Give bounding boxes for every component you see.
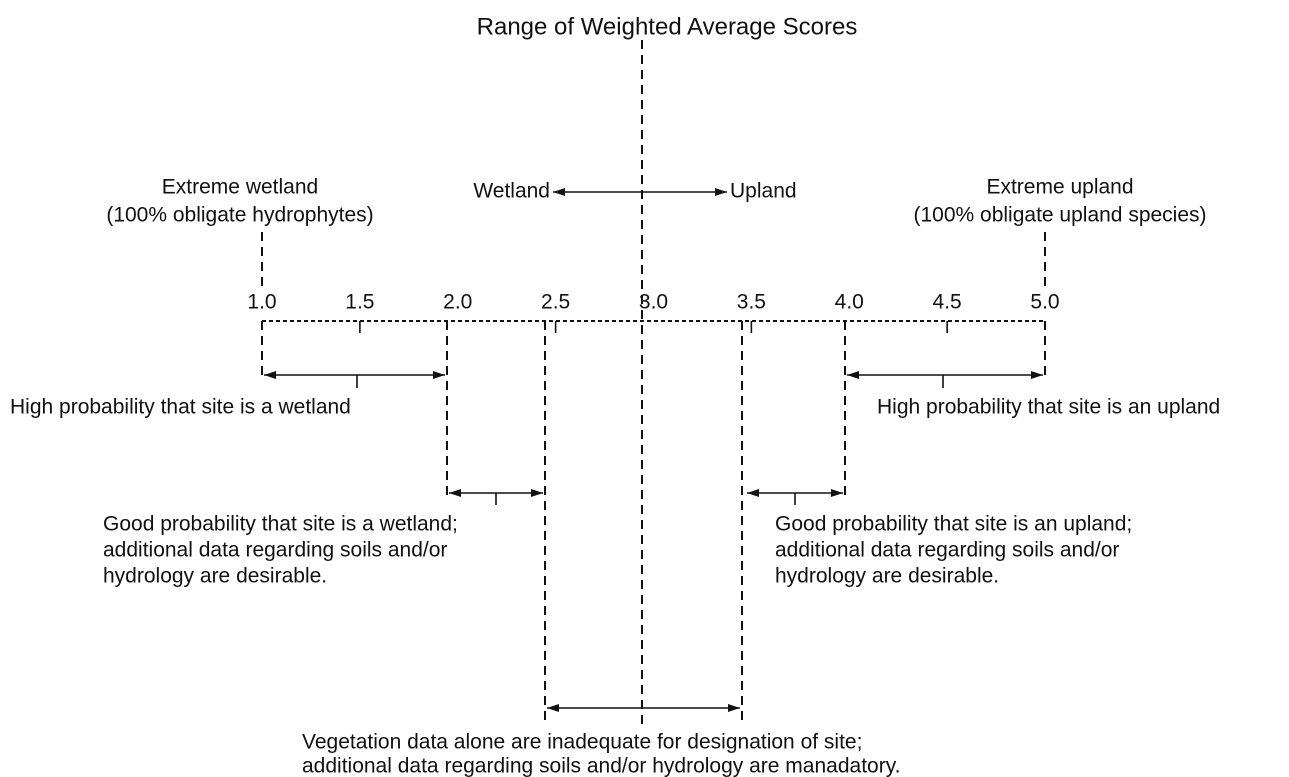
scale-tick-label: 3.0 [639, 291, 668, 314]
zone-label: additional data regarding soils and/or [775, 539, 1119, 562]
zone-label: High probability that site is a wetland [10, 396, 351, 419]
scale-tick-label: 4.0 [835, 291, 864, 314]
zone-label: additional data regarding soils and/or h… [302, 755, 900, 777]
direction-left: Wetland [473, 180, 550, 203]
zone-label: High probability that site is an upland [877, 396, 1220, 419]
scale-tick-label: 1.5 [345, 291, 374, 314]
zone-label: Good probability that site is an upland; [775, 513, 1132, 536]
zone-label: hydrology are desirable. [775, 565, 999, 588]
scale-tick-label: 2.0 [443, 291, 472, 314]
scale-tick-label: 1.0 [247, 291, 276, 314]
extreme-label: (100% obligate hydrophytes) [106, 204, 373, 227]
scale-tick-label: 4.5 [933, 291, 962, 314]
zone-label: Vegetation data alone are inadequate for… [302, 731, 862, 754]
scale-ticks: 1.0 1.5 2.0 2.5 3.0 3.5 4.0 4.5 5.0 [247, 291, 1060, 333]
extreme-label: (100% obligate upland species) [913, 204, 1206, 227]
extreme-label: Extreme upland [986, 176, 1133, 199]
extreme-label: Extreme wetland [162, 176, 318, 199]
zone-label: Good probability that site is a wetland; [103, 513, 458, 536]
zone-label: hydrology are desirable. [103, 565, 327, 588]
scale-tick-label: 2.5 [541, 291, 570, 314]
direction-right: Upland [730, 180, 797, 203]
title: Range of Weighted Average Scores [477, 13, 858, 40]
scale-tick-label: 3.5 [737, 291, 766, 314]
scale-tick-label: 5.0 [1030, 291, 1059, 314]
zone-label: additional data regarding soils and/or [103, 539, 447, 562]
